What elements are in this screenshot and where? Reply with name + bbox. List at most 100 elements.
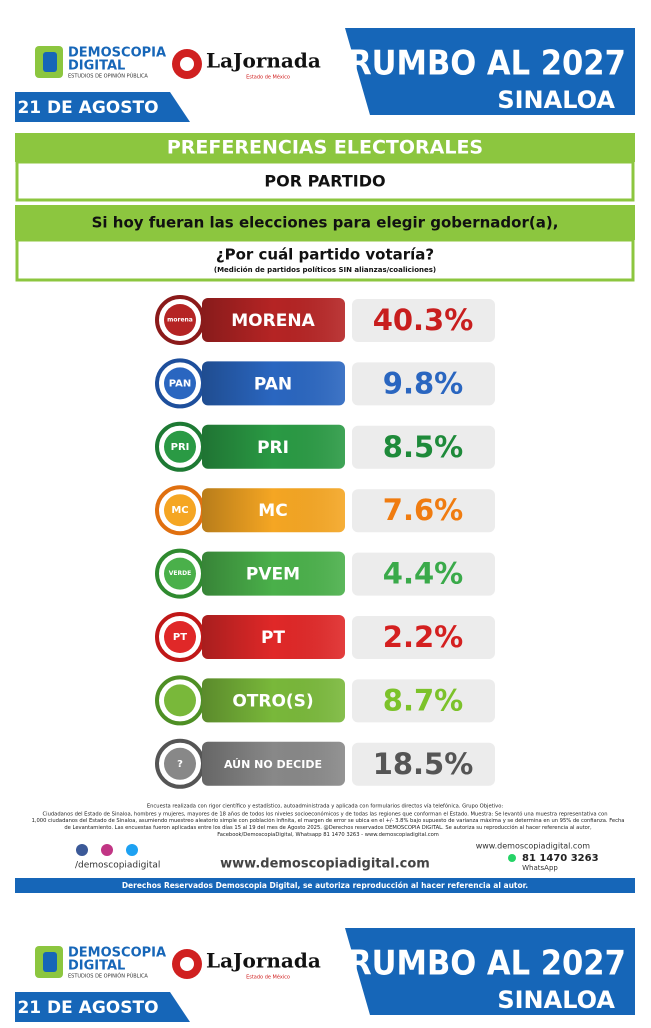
title-banner xyxy=(345,928,635,1015)
party-box-shade xyxy=(202,424,345,469)
partner: LaJornada xyxy=(206,49,321,73)
partner: LaJornada xyxy=(206,949,321,973)
party-value: 4.4% xyxy=(383,557,463,591)
results: morena MORENA 40.3%PAN PAN 9.8%PRI PRI 8.5%MC M… xyxy=(155,295,495,789)
value-box xyxy=(352,425,495,469)
party-logo-inner xyxy=(164,430,196,463)
party-box-shade xyxy=(202,298,345,342)
brand-logo xyxy=(43,52,57,72)
section-bar xyxy=(15,133,635,162)
result-row: MC MC 7.6% xyxy=(155,485,495,536)
party-logo-inner xyxy=(164,304,196,336)
party-box-shade xyxy=(202,678,345,723)
whatsapp-icon xyxy=(508,854,516,862)
party-logo-inner xyxy=(164,367,196,400)
brand-sub: ESTUDIOS DE OPINIÓN PÚBLICA xyxy=(68,73,148,80)
facebook-icon xyxy=(76,844,88,856)
section-title: PREFERENCIAS ELECTORALES xyxy=(167,137,483,159)
question-box xyxy=(15,238,635,282)
brand: DIGITAL xyxy=(68,959,125,974)
question-bar xyxy=(15,205,635,240)
partner-sub: Estado de México xyxy=(246,974,290,981)
value-box xyxy=(352,362,495,406)
brand-logo xyxy=(43,952,57,972)
brand: DEMOSCOPIA xyxy=(68,946,166,961)
party-box-shade xyxy=(202,551,345,596)
party-name: PAN xyxy=(254,374,292,394)
result-row: morena MORENA 40.3% xyxy=(155,295,495,345)
party-logo-inner xyxy=(164,747,196,780)
brand-sub: ESTUDIOS DE OPINIÓN PÚBLICA xyxy=(68,973,148,980)
party-name: AÚN NO DECIDE xyxy=(224,758,322,771)
title: RUMBO AL 2027 xyxy=(348,44,626,84)
method: Ciudadanos del Estado de Sinaloa, hombre… xyxy=(43,811,608,818)
party-logo-text: morena xyxy=(167,317,193,324)
phone: 81 1470 3263 xyxy=(522,853,599,864)
value-box xyxy=(352,742,495,786)
party-name: MORENA xyxy=(231,311,315,331)
title: RUMBO AL 2027 xyxy=(348,944,626,984)
value-box xyxy=(352,552,495,596)
brand: DEMOSCOPIA xyxy=(68,46,166,61)
party-logo-text: PRI xyxy=(171,442,190,453)
region: SINALOA xyxy=(497,986,615,1014)
region: SINALOA xyxy=(497,86,615,114)
party-name: MC xyxy=(258,501,287,521)
result-row: ? AÚN NO DECIDE 18.5% xyxy=(155,738,495,789)
value-box xyxy=(352,489,495,533)
party-name: OTRO(S) xyxy=(232,691,313,711)
result-row: PRI PRI 8.5% xyxy=(155,421,495,472)
party-logo-text: PAN xyxy=(169,378,192,389)
party-name: PRI xyxy=(257,438,289,458)
result-row: PAN PAN 9.8% xyxy=(155,358,495,409)
partner-logo xyxy=(180,957,194,971)
party-logo-inner xyxy=(164,621,196,653)
date-banner xyxy=(15,92,190,122)
brand: DIGITAL xyxy=(68,59,125,74)
subtitle-box xyxy=(15,160,635,202)
party-logo-inner xyxy=(164,557,196,590)
partner-logo xyxy=(180,57,194,71)
party-value: 8.7% xyxy=(383,683,463,717)
party-box-shade xyxy=(202,361,345,406)
party-value: 9.8% xyxy=(383,366,463,400)
date: 21 DE AGOSTO xyxy=(17,98,158,118)
whatsapp: WhatsApp xyxy=(522,864,558,872)
date: 21 DE AGOSTO xyxy=(17,998,158,1018)
party-name: PVEM xyxy=(246,565,300,585)
question: Si hoy fueran las elecciones para elegir… xyxy=(92,214,559,232)
website: www.demoscopiadigital.com xyxy=(476,842,590,851)
result-row: OTRO(S) 8.7% xyxy=(155,675,495,726)
party-logo-inner xyxy=(164,684,196,717)
party-box-shade xyxy=(202,615,345,659)
website: www.demoscopiadigital.com xyxy=(220,857,430,872)
note: (Medición de partidos políticos SIN alia… xyxy=(214,266,436,274)
party-value: 2.2% xyxy=(383,620,463,654)
instagram-icon xyxy=(101,844,113,856)
rights: Derechos Reservados Demoscopia Digital, … xyxy=(122,881,528,890)
result-row: VERDE PVEM 4.4% xyxy=(155,548,495,599)
question: ¿Por cuál partido votaría? xyxy=(216,246,434,264)
party-value: 40.3% xyxy=(373,303,474,337)
rights-bar xyxy=(15,878,635,893)
party-box-shade xyxy=(202,741,345,786)
party-logo-text: PT xyxy=(173,632,187,643)
party-name: PT xyxy=(261,628,285,648)
value-box xyxy=(352,616,495,659)
party-logo-text: VERDE xyxy=(169,570,191,577)
party-logo-inner xyxy=(164,494,196,527)
party-box-shade xyxy=(202,488,345,533)
section-subtitle: POR PARTIDO xyxy=(264,172,385,191)
method: 1,000 ciudadanos del Estado de Sinaloa, … xyxy=(31,818,625,838)
result-row: PT PT 2.2% xyxy=(155,612,495,662)
partner-sub: Estado de México xyxy=(246,74,290,81)
date-banner xyxy=(15,992,190,1022)
method-box: 1,000 ciudadanos del Estado de Sinaloa, … xyxy=(31,818,625,838)
value-box xyxy=(352,299,495,342)
title-banner xyxy=(345,28,635,115)
social: /demoscopiadigital xyxy=(75,861,160,871)
party-value: 18.5% xyxy=(373,747,474,781)
